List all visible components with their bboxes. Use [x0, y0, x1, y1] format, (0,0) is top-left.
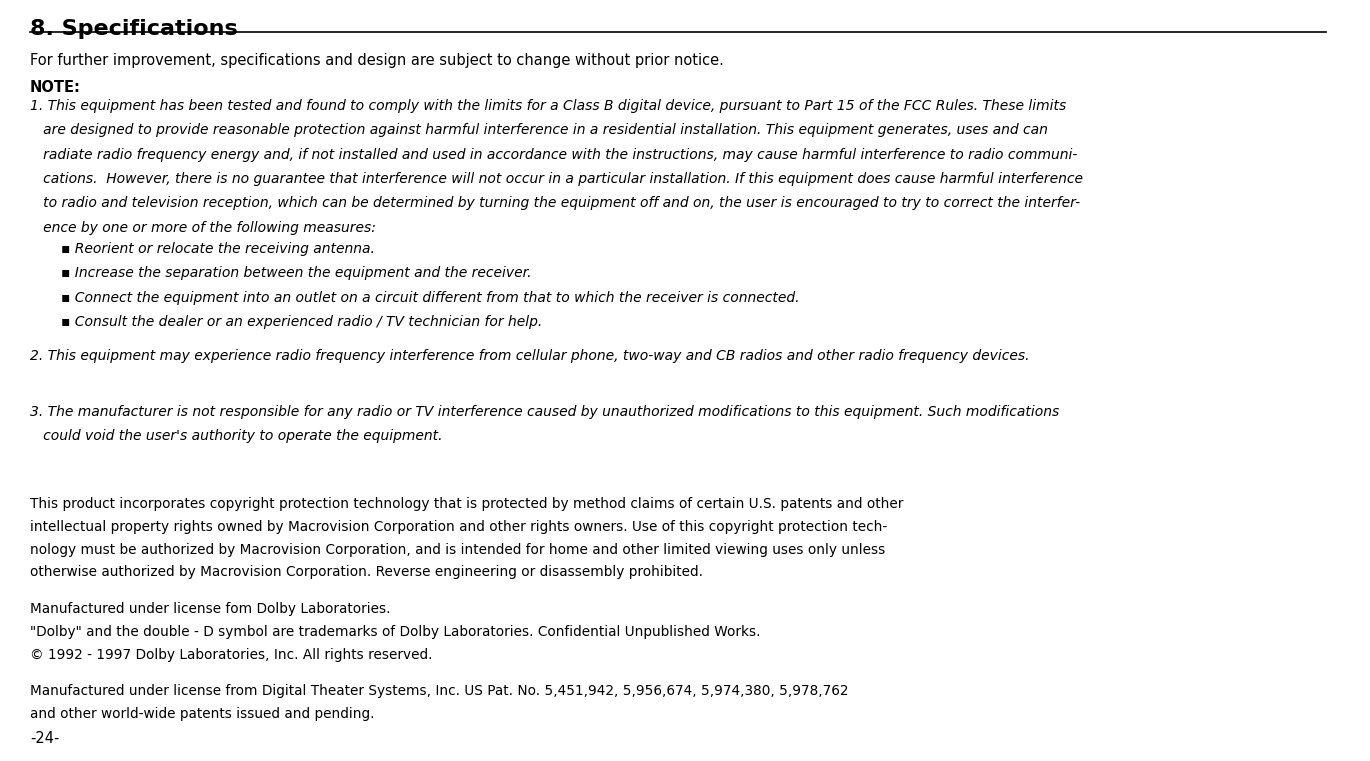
Text: to radio and television reception, which can be determined by turning the equipm: to radio and television reception, which…	[30, 196, 1080, 210]
Text: ▪ Reorient or relocate the receiving antenna.: ▪ Reorient or relocate the receiving ant…	[62, 242, 375, 256]
Text: could void the user's authority to operate the equipment.: could void the user's authority to opera…	[30, 429, 443, 443]
Text: 2. This equipment may experience radio frequency interference from cellular phon: 2. This equipment may experience radio f…	[30, 349, 1029, 362]
Text: ▪ Connect the equipment into an outlet on a circuit different from that to which: ▪ Connect the equipment into an outlet o…	[62, 291, 800, 304]
Text: otherwise authorized by Macrovision Corporation. Reverse engineering or disassem: otherwise authorized by Macrovision Corp…	[30, 565, 703, 579]
Text: For further improvement, specifications and design are subject to change without: For further improvement, specifications …	[30, 53, 723, 68]
Text: 8. Specifications: 8. Specifications	[30, 19, 237, 39]
Text: nology must be authorized by Macrovision Corporation, and is intended for home a: nology must be authorized by Macrovision…	[30, 543, 885, 556]
Text: ence by one or more of the following measures:: ence by one or more of the following mea…	[30, 221, 375, 234]
Text: Manufactured under license from Digital Theater Systems, Inc. US Pat. No. 5,451,: Manufactured under license from Digital …	[30, 684, 848, 698]
Text: and other world-wide patents issued and pending.: and other world-wide patents issued and …	[30, 707, 374, 721]
Text: ▪ Increase the separation between the equipment and the receiver.: ▪ Increase the separation between the eq…	[62, 266, 532, 280]
Text: -24-: -24-	[30, 731, 59, 746]
Text: Manufactured under license fom Dolby Laboratories.: Manufactured under license fom Dolby Lab…	[30, 602, 390, 616]
Text: ▪ Consult the dealer or an experienced radio / TV technician for help.: ▪ Consult the dealer or an experienced r…	[62, 315, 543, 329]
Text: NOTE:: NOTE:	[30, 80, 81, 95]
Text: radiate radio frequency energy and, if not installed and used in accordance with: radiate radio frequency energy and, if n…	[30, 148, 1077, 161]
Text: 1. This equipment has been tested and found to comply with the limits for a Clas: 1. This equipment has been tested and fo…	[30, 99, 1066, 113]
Text: cations.  However, there is no guarantee that interference will not occur in a p: cations. However, there is no guarantee …	[30, 172, 1082, 186]
Text: are designed to provide reasonable protection against harmful interference in a : are designed to provide reasonable prote…	[30, 123, 1048, 137]
Text: © 1992 - 1997 Dolby Laboratories, Inc. All rights reserved.: © 1992 - 1997 Dolby Laboratories, Inc. A…	[30, 648, 433, 661]
Text: 3. The manufacturer is not responsible for any radio or TV interference caused b: 3. The manufacturer is not responsible f…	[30, 405, 1059, 419]
Text: intellectual property rights owned by Macrovision Corporation and other rights o: intellectual property rights owned by Ma…	[30, 520, 886, 533]
Text: "Dolby" and the double - D symbol are trademarks of Dolby Laboratories. Confiden: "Dolby" and the double - D symbol are tr…	[30, 625, 760, 638]
Text: This product incorporates copyright protection technology that is protected by m: This product incorporates copyright prot…	[30, 497, 903, 511]
